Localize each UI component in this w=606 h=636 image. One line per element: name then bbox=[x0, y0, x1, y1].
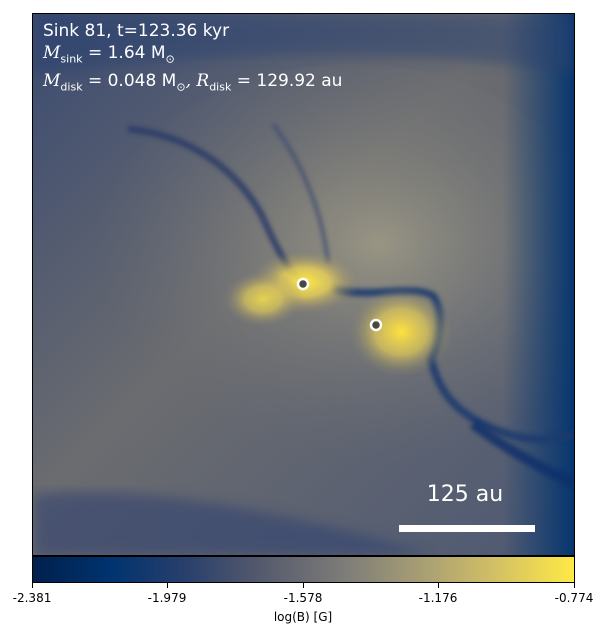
solar-mass-subscript-2: ⊙ bbox=[176, 80, 186, 94]
sink-marker bbox=[296, 277, 310, 291]
colorbar-tick-label: -1.176 bbox=[418, 591, 458, 605]
colorbar-tick-label: -0.774 bbox=[554, 591, 594, 605]
m-sink-symbol: M bbox=[43, 43, 61, 63]
colorbar-tick bbox=[438, 583, 439, 588]
scale-bar bbox=[399, 525, 535, 532]
r-disk-symbol: , R bbox=[185, 71, 210, 92]
annotation-line-2: Msink = 1.64 M⊙ bbox=[43, 42, 342, 70]
sink-marker bbox=[369, 318, 383, 332]
m-disk-symbol: M bbox=[43, 71, 61, 92]
annotation-line-3: Mdisk = 0.048 M⊙, Rdisk = 129.92 au bbox=[43, 70, 342, 98]
colorbar-tick-label: -1.979 bbox=[147, 591, 187, 605]
colorbar-tick-label: -2.381 bbox=[12, 591, 52, 605]
colorbar-tick-label: -1.578 bbox=[283, 591, 323, 605]
m-disk-value: = 0.048 M bbox=[82, 71, 177, 92]
colorbar bbox=[32, 556, 575, 583]
r-disk-subscript: disk bbox=[209, 80, 232, 94]
m-disk-subscript: disk bbox=[60, 80, 83, 94]
scale-bar-label: 125 au bbox=[426, 482, 504, 507]
map-image bbox=[33, 14, 574, 555]
solar-mass-subscript: ⊙ bbox=[165, 52, 175, 66]
m-sink-value: = 1.64 M bbox=[82, 43, 166, 63]
sink-annotation: Sink 81, t=123.36 kyr Msink = 1.64 M⊙ Md… bbox=[43, 20, 342, 99]
magnetic-field-map bbox=[32, 13, 575, 556]
colorbar-label: log(B) [G] bbox=[273, 610, 333, 624]
colorbar-tick bbox=[574, 583, 575, 588]
r-disk-value: = 129.92 au bbox=[231, 71, 343, 92]
colorbar-tick bbox=[303, 583, 304, 588]
annotation-line-1: Sink 81, t=123.36 kyr bbox=[43, 21, 230, 41]
m-sink-subscript: sink bbox=[60, 52, 83, 66]
colorbar-tick bbox=[167, 583, 168, 588]
colorbar-tick bbox=[32, 583, 33, 588]
